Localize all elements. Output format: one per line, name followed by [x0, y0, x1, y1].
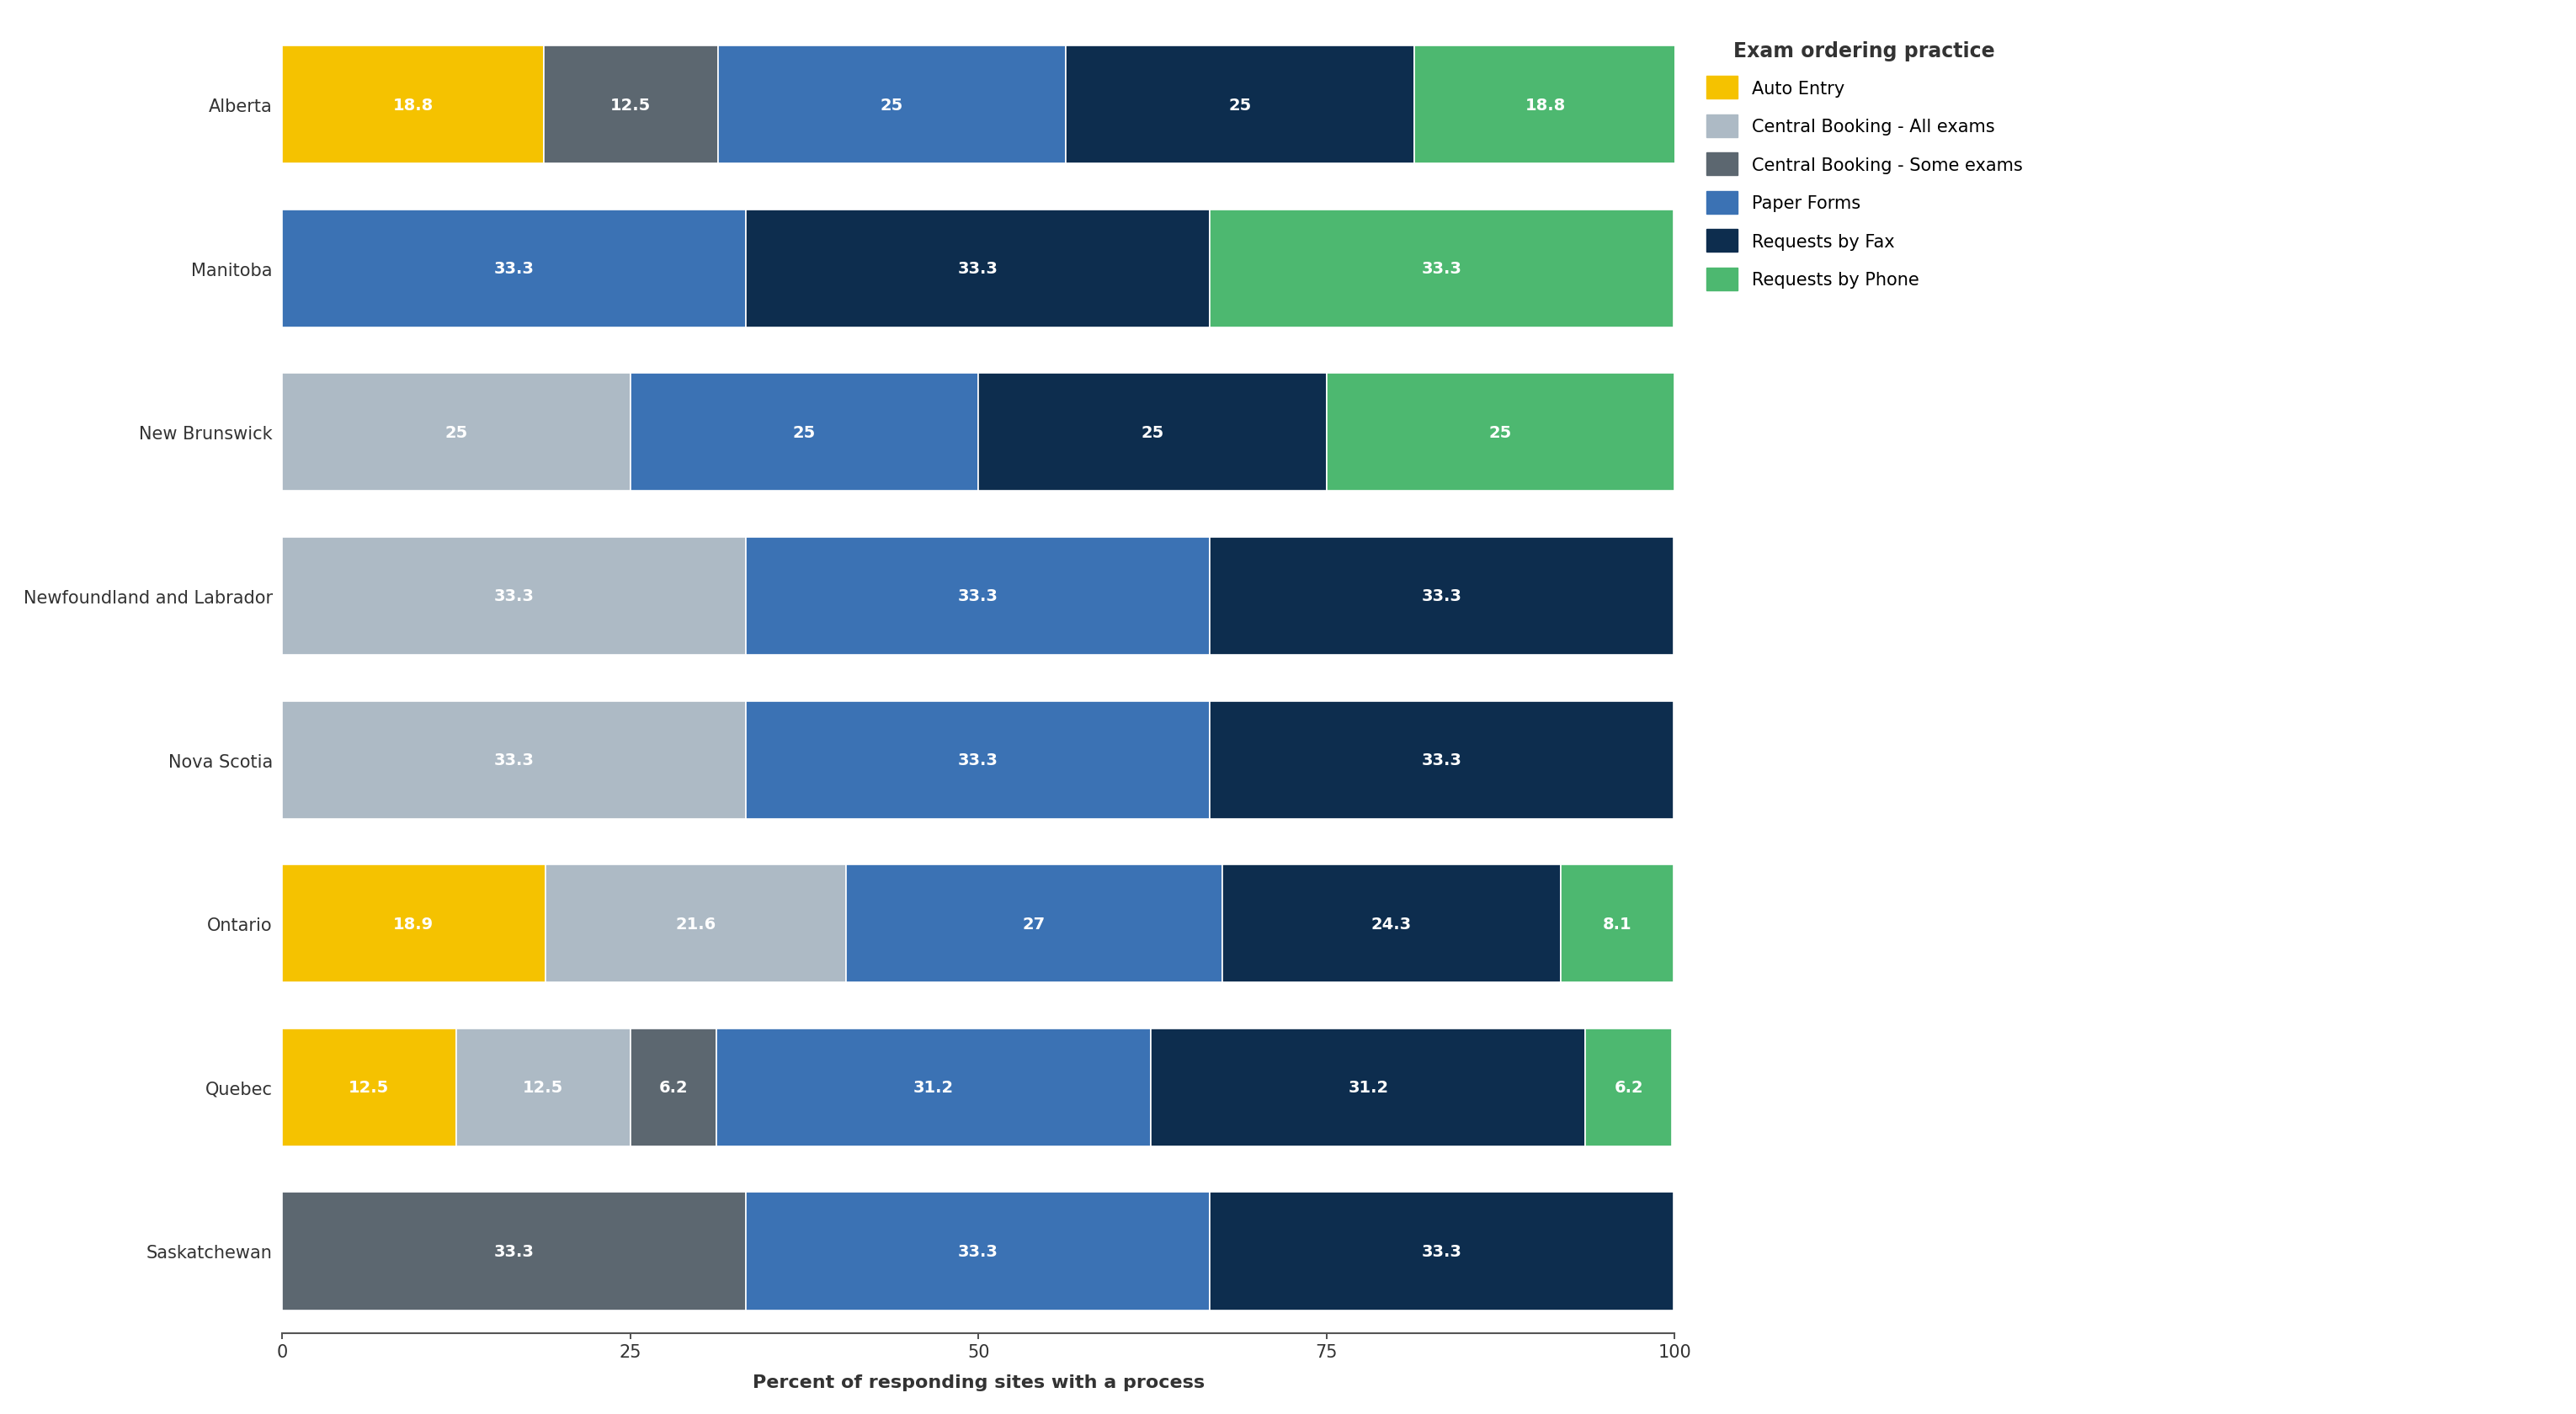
Bar — [719, 47, 1066, 164]
Bar — [281, 865, 546, 983]
Text: 31.2: 31.2 — [1347, 1079, 1388, 1096]
Text: 8.1: 8.1 — [1602, 916, 1631, 932]
Bar — [281, 1028, 456, 1147]
Text: 6.2: 6.2 — [1615, 1079, 1643, 1096]
Text: 21.6: 21.6 — [675, 916, 716, 932]
Bar — [716, 1028, 1151, 1147]
Bar — [1211, 701, 1674, 819]
Bar — [456, 1028, 631, 1147]
Text: 25: 25 — [881, 98, 904, 113]
Text: 33.3: 33.3 — [495, 262, 533, 277]
Bar — [845, 865, 1221, 983]
Bar — [1561, 865, 1674, 983]
Text: 25: 25 — [1229, 98, 1252, 113]
Bar — [1587, 1028, 1672, 1147]
X-axis label: Percent of responding sites with a process: Percent of responding sites with a proce… — [752, 1374, 1206, 1390]
Text: 33.3: 33.3 — [1422, 1243, 1461, 1260]
Bar — [979, 373, 1327, 492]
Bar — [1211, 1192, 1674, 1311]
Bar — [1066, 47, 1414, 164]
Bar — [1327, 373, 1674, 492]
Bar — [631, 373, 979, 492]
Text: 33.3: 33.3 — [495, 752, 533, 768]
Text: 18.9: 18.9 — [394, 916, 433, 932]
Text: 31.2: 31.2 — [914, 1079, 953, 1096]
Text: 18.8: 18.8 — [392, 98, 433, 113]
Bar — [1151, 1028, 1587, 1147]
Bar — [1414, 47, 1677, 164]
Text: 25: 25 — [1141, 424, 1164, 441]
Bar — [747, 1192, 1211, 1311]
Bar — [747, 211, 1211, 328]
Bar — [544, 47, 719, 164]
Bar — [281, 1192, 747, 1311]
Bar — [281, 537, 747, 655]
Bar — [1221, 865, 1561, 983]
Text: 12.5: 12.5 — [611, 98, 652, 113]
Text: 12.5: 12.5 — [348, 1079, 389, 1096]
Text: 33.3: 33.3 — [958, 588, 997, 604]
Text: 33.3: 33.3 — [495, 1243, 533, 1260]
Text: 33.3: 33.3 — [958, 752, 997, 768]
Bar — [281, 373, 631, 492]
Text: 25: 25 — [446, 424, 469, 441]
Text: 25: 25 — [1489, 424, 1512, 441]
Text: 25: 25 — [793, 424, 817, 441]
Bar — [546, 865, 845, 983]
Text: 33.3: 33.3 — [1422, 588, 1461, 604]
Legend: Auto Entry, Central Booking - All exams, Central Booking - Some exams, Paper For: Auto Entry, Central Booking - All exams,… — [1698, 33, 2032, 300]
Text: 33.3: 33.3 — [958, 1243, 997, 1260]
Text: 12.5: 12.5 — [523, 1079, 564, 1096]
Bar — [747, 537, 1211, 655]
Text: 6.2: 6.2 — [659, 1079, 688, 1096]
Text: 24.3: 24.3 — [1370, 916, 1412, 932]
Text: 18.8: 18.8 — [1525, 98, 1566, 113]
Bar — [281, 701, 747, 819]
Text: 27: 27 — [1023, 916, 1046, 932]
Text: 33.3: 33.3 — [1422, 262, 1461, 277]
Text: 33.3: 33.3 — [958, 262, 997, 277]
Bar — [281, 211, 747, 328]
Bar — [1211, 211, 1674, 328]
Bar — [747, 701, 1211, 819]
Bar — [1211, 537, 1674, 655]
Bar — [631, 1028, 716, 1147]
Text: 33.3: 33.3 — [495, 588, 533, 604]
Bar — [281, 47, 544, 164]
Text: 33.3: 33.3 — [1422, 752, 1461, 768]
